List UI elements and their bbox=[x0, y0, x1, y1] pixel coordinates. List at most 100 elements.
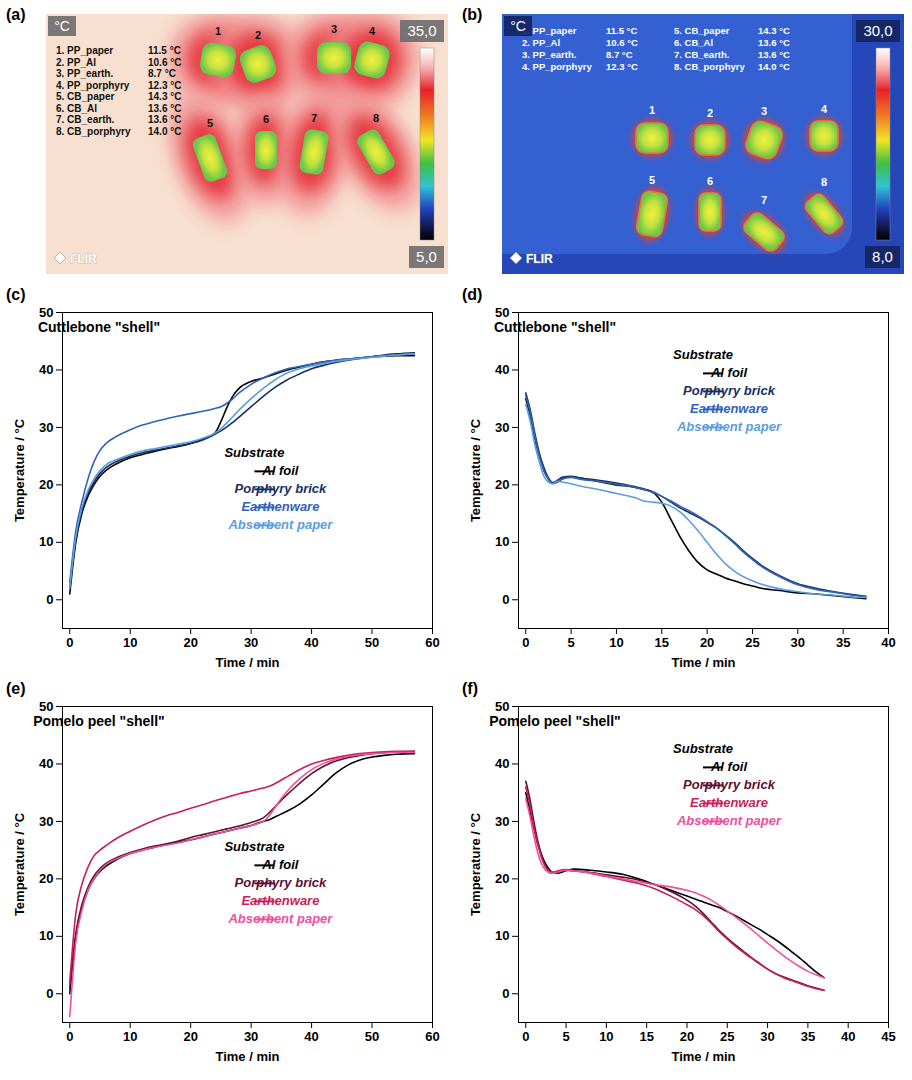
svg-text:Absorbent paper: Absorbent paper bbox=[676, 813, 782, 828]
svg-text:0: 0 bbox=[46, 592, 53, 607]
svg-text:25: 25 bbox=[720, 1029, 734, 1044]
svg-text:10: 10 bbox=[609, 635, 623, 650]
svg-text:Al foil: Al foil bbox=[710, 759, 747, 774]
svg-text:5: 5 bbox=[207, 117, 213, 129]
svg-text:5: 5 bbox=[649, 174, 655, 186]
svg-text:°C: °C bbox=[54, 18, 70, 34]
svg-text:4: 4 bbox=[369, 25, 376, 37]
svg-text:6. CB_Al: 6. CB_Al bbox=[674, 37, 713, 48]
svg-text:35: 35 bbox=[836, 635, 850, 650]
svg-text:50: 50 bbox=[365, 635, 379, 650]
svg-text:Substrate: Substrate bbox=[673, 347, 733, 362]
svg-text:2. PP_Al: 2. PP_Al bbox=[522, 37, 560, 48]
svg-text:Porphyry brick: Porphyry brick bbox=[683, 383, 776, 398]
svg-text:20: 20 bbox=[183, 1029, 197, 1044]
svg-text:30: 30 bbox=[760, 1029, 774, 1044]
svg-text:15: 15 bbox=[655, 635, 669, 650]
svg-text:40: 40 bbox=[495, 362, 509, 377]
svg-text:Temperature / °C: Temperature / °C bbox=[12, 418, 27, 522]
svg-text:7. CB_earth.: 7. CB_earth. bbox=[674, 49, 729, 60]
svg-text:20: 20 bbox=[700, 635, 714, 650]
svg-text:50: 50 bbox=[365, 1029, 379, 1044]
svg-text:3: 3 bbox=[331, 23, 337, 35]
svg-text:FLIR: FLIR bbox=[70, 252, 97, 266]
svg-text:Absorbent paper: Absorbent paper bbox=[227, 517, 333, 532]
svg-text:10: 10 bbox=[123, 1029, 137, 1044]
svg-text:10: 10 bbox=[39, 534, 53, 549]
svg-text:Temperature / °C: Temperature / °C bbox=[468, 812, 483, 916]
svg-text:30: 30 bbox=[495, 814, 509, 829]
svg-text:8. CB_porphyry: 8. CB_porphyry bbox=[56, 126, 131, 137]
svg-text:Absorbent paper: Absorbent paper bbox=[227, 911, 333, 926]
svg-text:10: 10 bbox=[39, 928, 53, 943]
svg-text:30: 30 bbox=[39, 420, 53, 435]
svg-text:Pomelo peel "shell": Pomelo peel "shell" bbox=[489, 713, 621, 729]
svg-text:20: 20 bbox=[39, 477, 53, 492]
svg-text:8: 8 bbox=[821, 176, 827, 188]
svg-text:40: 40 bbox=[39, 756, 53, 771]
svg-text:3. PP_earth.: 3. PP_earth. bbox=[522, 49, 576, 60]
svg-text:40: 40 bbox=[304, 1029, 318, 1044]
svg-text:Al foil: Al foil bbox=[261, 463, 298, 478]
svg-text:°C: °C bbox=[510, 18, 526, 34]
svg-text:8,0: 8,0 bbox=[872, 248, 893, 265]
svg-text:40: 40 bbox=[304, 635, 318, 650]
svg-text:13.6 °C: 13.6 °C bbox=[758, 49, 790, 60]
svg-text:Absorbent paper: Absorbent paper bbox=[676, 419, 782, 434]
svg-text:Al foil: Al foil bbox=[261, 857, 298, 872]
svg-text:4: 4 bbox=[821, 103, 828, 115]
svg-text:8. CB_porphyry: 8. CB_porphyry bbox=[674, 61, 745, 72]
svg-text:0: 0 bbox=[502, 986, 509, 1001]
svg-text:Temperature / °C: Temperature / °C bbox=[12, 812, 27, 916]
svg-text:8.7 °C: 8.7 °C bbox=[606, 49, 633, 60]
svg-text:25: 25 bbox=[745, 635, 759, 650]
svg-text:40: 40 bbox=[841, 1029, 855, 1044]
svg-text:30: 30 bbox=[495, 420, 509, 435]
svg-text:14.0 °C: 14.0 °C bbox=[758, 61, 790, 72]
svg-text:13.6 °C: 13.6 °C bbox=[148, 103, 181, 114]
svg-text:50: 50 bbox=[495, 305, 509, 320]
svg-text:50: 50 bbox=[39, 305, 53, 320]
svg-text:Substrate: Substrate bbox=[224, 445, 284, 460]
svg-text:Cuttlebone "shell": Cuttlebone "shell" bbox=[38, 319, 160, 335]
svg-text:5. CB_paper: 5. CB_paper bbox=[674, 25, 730, 36]
svg-text:1: 1 bbox=[215, 25, 221, 37]
svg-text:2. PP_Al: 2. PP_Al bbox=[56, 57, 96, 68]
svg-text:40: 40 bbox=[495, 756, 509, 771]
svg-text:0: 0 bbox=[66, 1029, 73, 1044]
svg-text:Al foil: Al foil bbox=[710, 365, 747, 380]
svg-text:Substrate: Substrate bbox=[224, 839, 284, 854]
svg-text:Porphyry brick: Porphyry brick bbox=[235, 875, 328, 890]
svg-text:30: 30 bbox=[244, 1029, 258, 1044]
svg-text:20: 20 bbox=[495, 871, 509, 886]
svg-text:1: 1 bbox=[649, 104, 655, 116]
svg-text:0: 0 bbox=[66, 635, 73, 650]
svg-text:8.7 °C: 8.7 °C bbox=[148, 68, 176, 79]
svg-text:50: 50 bbox=[495, 699, 509, 714]
svg-text:5: 5 bbox=[562, 1029, 569, 1044]
svg-text:7: 7 bbox=[761, 194, 767, 206]
svg-text:Porphyry brick: Porphyry brick bbox=[683, 777, 776, 792]
svg-text:3. PP_earth.: 3. PP_earth. bbox=[56, 68, 113, 79]
svg-text:11.5 °C: 11.5 °C bbox=[148, 45, 181, 56]
svg-text:Time / min: Time / min bbox=[215, 1049, 279, 1064]
svg-text:12.3 °C: 12.3 °C bbox=[148, 80, 181, 91]
svg-text:Earthenware: Earthenware bbox=[690, 795, 768, 810]
svg-text:30: 30 bbox=[791, 635, 805, 650]
svg-text:3: 3 bbox=[761, 105, 767, 117]
svg-text:14.3 °C: 14.3 °C bbox=[758, 25, 790, 36]
svg-text:10: 10 bbox=[123, 635, 137, 650]
svg-text:Earthenware: Earthenware bbox=[690, 401, 768, 416]
svg-text:0: 0 bbox=[46, 986, 53, 1001]
svg-text:10: 10 bbox=[495, 534, 509, 549]
svg-text:0: 0 bbox=[502, 592, 509, 607]
svg-text:40: 40 bbox=[881, 635, 895, 650]
svg-text:7: 7 bbox=[311, 112, 317, 124]
svg-text:30: 30 bbox=[39, 814, 53, 829]
svg-text:Earthenware: Earthenware bbox=[241, 499, 319, 514]
svg-text:4. PP_porphyry: 4. PP_porphyry bbox=[522, 61, 592, 72]
svg-text:13.6 °C: 13.6 °C bbox=[758, 37, 790, 48]
svg-text:35: 35 bbox=[801, 1029, 815, 1044]
svg-text:Time / min: Time / min bbox=[671, 655, 735, 670]
svg-text:2: 2 bbox=[255, 29, 261, 41]
